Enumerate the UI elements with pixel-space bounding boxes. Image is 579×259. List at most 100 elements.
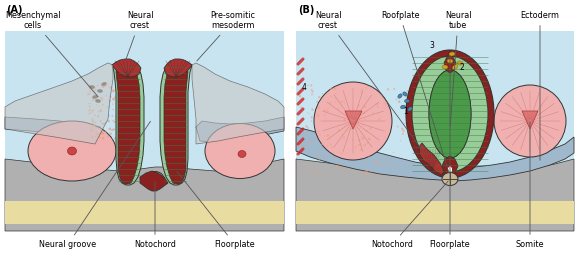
Text: 3: 3 <box>430 41 434 51</box>
Ellipse shape <box>329 88 332 90</box>
Ellipse shape <box>120 127 122 128</box>
Ellipse shape <box>318 131 320 132</box>
Ellipse shape <box>299 92 300 93</box>
Ellipse shape <box>336 165 338 167</box>
Ellipse shape <box>112 89 115 91</box>
Polygon shape <box>522 111 538 129</box>
Ellipse shape <box>307 127 309 129</box>
Ellipse shape <box>88 103 90 104</box>
Ellipse shape <box>372 112 374 114</box>
Ellipse shape <box>109 100 111 102</box>
Ellipse shape <box>360 148 362 151</box>
Ellipse shape <box>358 122 360 124</box>
Ellipse shape <box>310 140 312 142</box>
Ellipse shape <box>385 103 387 105</box>
Ellipse shape <box>238 150 246 157</box>
Polygon shape <box>160 62 192 185</box>
Polygon shape <box>345 111 362 129</box>
Ellipse shape <box>351 88 353 90</box>
Ellipse shape <box>355 147 357 149</box>
Ellipse shape <box>380 158 381 159</box>
Ellipse shape <box>89 88 90 90</box>
Ellipse shape <box>327 134 329 136</box>
Ellipse shape <box>494 85 566 157</box>
Ellipse shape <box>351 107 353 109</box>
Ellipse shape <box>97 115 99 118</box>
Ellipse shape <box>367 142 369 144</box>
Ellipse shape <box>406 97 408 98</box>
Ellipse shape <box>390 164 391 165</box>
Ellipse shape <box>120 91 122 92</box>
Ellipse shape <box>121 99 123 101</box>
Ellipse shape <box>322 93 323 94</box>
Ellipse shape <box>346 153 347 154</box>
Ellipse shape <box>312 108 314 111</box>
Text: (B): (B) <box>298 5 314 15</box>
Ellipse shape <box>127 96 128 97</box>
Ellipse shape <box>101 84 104 87</box>
Ellipse shape <box>395 98 397 100</box>
Ellipse shape <box>401 105 405 109</box>
Ellipse shape <box>315 139 316 140</box>
Ellipse shape <box>299 145 301 147</box>
Ellipse shape <box>108 106 109 107</box>
Ellipse shape <box>314 82 392 160</box>
Ellipse shape <box>327 146 328 147</box>
Ellipse shape <box>112 98 115 100</box>
Ellipse shape <box>371 170 373 172</box>
Ellipse shape <box>402 130 405 132</box>
Ellipse shape <box>365 130 368 132</box>
Polygon shape <box>5 159 284 231</box>
Ellipse shape <box>121 122 123 124</box>
Ellipse shape <box>342 134 343 136</box>
Ellipse shape <box>331 96 332 97</box>
Ellipse shape <box>312 90 314 93</box>
Ellipse shape <box>118 86 120 89</box>
Ellipse shape <box>92 109 94 111</box>
Ellipse shape <box>116 118 118 120</box>
Ellipse shape <box>329 143 330 144</box>
Ellipse shape <box>310 132 312 133</box>
Ellipse shape <box>99 133 101 135</box>
Ellipse shape <box>101 131 104 134</box>
Ellipse shape <box>311 120 312 122</box>
Ellipse shape <box>364 118 366 120</box>
Ellipse shape <box>377 106 379 108</box>
Ellipse shape <box>318 96 321 98</box>
Ellipse shape <box>385 131 386 132</box>
Ellipse shape <box>120 107 122 110</box>
Ellipse shape <box>125 97 127 99</box>
Ellipse shape <box>98 136 101 138</box>
Ellipse shape <box>122 102 123 104</box>
Text: Ectoderm: Ectoderm <box>521 11 559 160</box>
Ellipse shape <box>394 111 395 112</box>
Ellipse shape <box>301 106 302 108</box>
Ellipse shape <box>113 109 114 110</box>
Ellipse shape <box>108 120 110 123</box>
Ellipse shape <box>307 84 309 86</box>
Ellipse shape <box>338 108 339 110</box>
Ellipse shape <box>406 90 408 92</box>
Text: Notochord: Notochord <box>134 182 176 249</box>
Polygon shape <box>5 201 284 224</box>
Ellipse shape <box>363 112 365 114</box>
Ellipse shape <box>123 110 126 112</box>
Polygon shape <box>442 156 458 177</box>
Ellipse shape <box>116 102 118 104</box>
Ellipse shape <box>91 111 93 113</box>
Ellipse shape <box>121 102 123 104</box>
Ellipse shape <box>365 170 368 173</box>
Ellipse shape <box>398 101 400 102</box>
Ellipse shape <box>119 89 121 91</box>
Ellipse shape <box>111 86 112 88</box>
Ellipse shape <box>351 119 352 121</box>
Ellipse shape <box>324 135 325 137</box>
Ellipse shape <box>94 114 96 116</box>
Text: 1: 1 <box>404 106 408 116</box>
Ellipse shape <box>350 128 352 130</box>
Ellipse shape <box>358 105 360 106</box>
Ellipse shape <box>87 93 89 95</box>
Ellipse shape <box>309 113 310 115</box>
Ellipse shape <box>88 85 90 87</box>
Ellipse shape <box>303 146 306 148</box>
